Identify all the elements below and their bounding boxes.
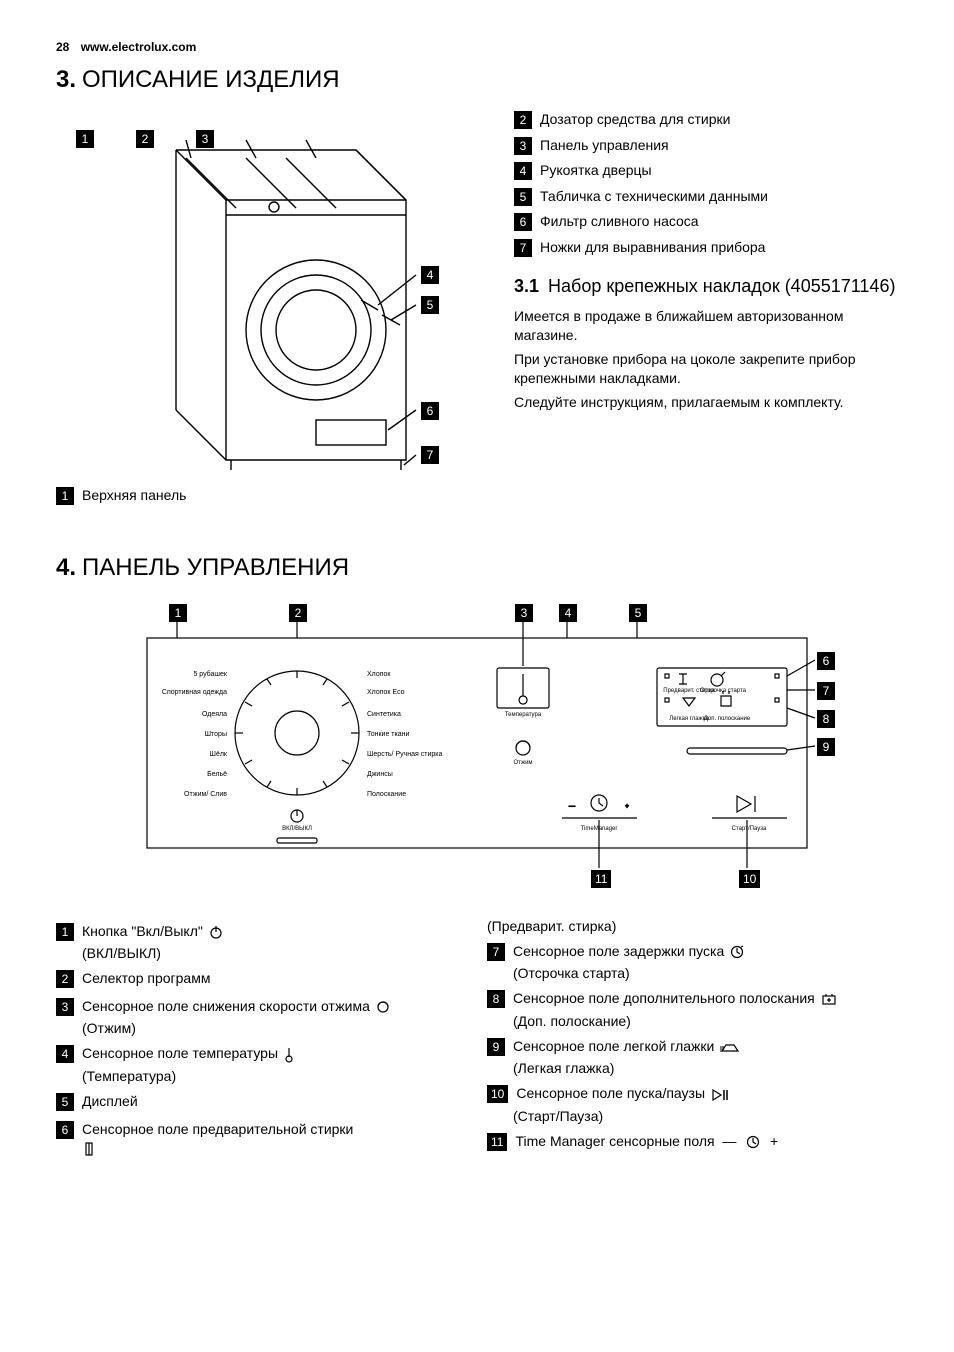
callout-5: 5 [421,296,439,314]
page-number: 28 [56,40,69,54]
svg-text:Тонкие ткани: Тонкие ткани [367,731,409,738]
svg-text:Полоскание: Полоскание [367,791,406,798]
svg-text:Хлопок: Хлопок [367,671,391,678]
legend-item: 5Дисплей [56,1092,467,1112]
time-manager-icon [746,1135,760,1149]
panel-callout-5: 5 [629,604,647,622]
legend-item: 9 Сенсорное поле легкой глажки [487,1037,898,1057]
easy-iron-icon [720,1041,740,1053]
panel-legend-right: (Предварит. стирка) 7 Сенсорное поле зад… [487,922,898,1167]
legend-item: 11 Time Manager сенсорные поля — + [487,1132,898,1152]
panel-callout-11: 11 [591,870,611,888]
subsection-3-1-title: 3.1 Набор крепежных накладок (4055171146… [514,276,898,297]
thermometer-icon [284,1047,294,1063]
page-header: 28 www.electrolux.com [56,40,898,54]
svg-text:Шёлк: Шёлк [210,751,228,758]
legend-item: 8 Сенсорное поле дополнительного полоска… [487,989,898,1009]
callout-3: 3 [196,130,214,148]
legend-item: 1 Верхняя панель [56,486,486,506]
callout-6: 6 [421,402,439,420]
svg-text:—: — [569,804,575,810]
svg-text:Синтетика: Синтетика [367,711,401,718]
legend-item: 2Дозатор средства для стирки [514,110,898,130]
legend-item: 3Панель управления [514,136,898,156]
svg-text:Отсрочка старта: Отсрочка старта [700,688,747,694]
svg-text:Спортивная одежда: Спортивная одежда [162,689,227,696]
panel-callout-8: 8 [817,710,835,728]
legend-item: 4 Сенсорное поле температуры [56,1044,467,1064]
legend-item: 7 Сенсорное поле задержки пуска [487,942,898,962]
section-4-title: 4.ПАНЕЛЬ УПРАВЛЕНИЯ [56,554,898,582]
legend-item: 3 Сенсорное поле снижения скорости отжим… [56,997,467,1017]
legend-item: 5Табличка с техническими данными [514,187,898,207]
svg-text:Доп. полоскание: Доп. полоскание [704,716,751,722]
svg-text:TimeManager: TimeManager [581,826,618,832]
callout-7: 7 [421,446,439,464]
callout-1: 1 [76,130,94,148]
panel-callout-1: 1 [169,604,187,622]
legend-item: 2Селектор программ [56,969,467,989]
svg-text:Отжим: Отжим [513,760,532,766]
paragraph: Имеется в продаже в ближайшем авторизова… [514,307,898,346]
svg-text:Отжим/ Слив: Отжим/ Слив [184,791,227,798]
legend-item: 1 Кнопка "Вкл/Выкл" [56,922,467,942]
svg-text:Хлопок Eco: Хлопок Eco [367,689,405,696]
legend-item: 6 Сенсорное поле предварительной стирки [56,1120,467,1159]
legend-item: 4Рукоятка дверцы [514,161,898,181]
panel-callout-9: 9 [817,738,835,756]
section3-legend: 2Дозатор средства для стирки 3Панель упр… [514,110,898,258]
svg-text:Температура: Температура [505,712,542,718]
svg-text:ВКЛ/ВЫКЛ: ВКЛ/ВЫКЛ [282,826,312,832]
start-pause-icon [711,1088,729,1102]
paragraph: При установке прибора на цоколе закрепит… [514,350,898,389]
legend-item: 6Фильтр сливного насоса [514,212,898,232]
prewash-icon [82,1141,96,1157]
svg-text:Бельё: Бельё [207,771,227,778]
section-3-title: 3.ОПИСАНИЕ ИЗДЕЛИЯ [56,66,898,94]
legend-item: 10 Сенсорное поле пуска/паузы [487,1084,898,1104]
panel-callout-6: 6 [817,652,835,670]
svg-text:Старт/Пауза: Старт/Пауза [732,826,767,832]
svg-text:Джинсы: Джинсы [367,771,393,778]
callout-4: 4 [421,266,439,284]
svg-text:Одеяла: Одеяла [202,711,227,718]
legend-item: 7Ножки для выравнивания прибора [514,238,898,258]
power-icon [209,925,223,939]
svg-text:+: + [625,804,629,810]
paragraph: Следуйте инструкциям, прилагаемым к комп… [514,393,898,413]
product-diagram: 1 2 3 4 5 6 7 [56,110,486,480]
svg-text:5 рубашек: 5 рубашек [193,670,227,678]
delay-icon [730,945,744,959]
panel-callout-2: 2 [289,604,307,622]
svg-text:Шторы: Шторы [205,731,227,738]
site-url: www.electrolux.com [81,40,197,54]
callout-2: 2 [136,130,154,148]
panel-callout-3: 3 [515,604,533,622]
panel-legend-left: 1 Кнопка "Вкл/Выкл" (ВКЛ/ВЫКЛ) 2Селектор… [56,922,467,1167]
extra-rinse-icon [821,992,837,1006]
svg-text:Шерсть/ Ручная стирка: Шерсть/ Ручная стирка [367,751,442,758]
spin-icon [376,1000,390,1014]
panel-callout-7: 7 [817,682,835,700]
panel-callout-4: 4 [559,604,577,622]
panel-callout-10: 10 [739,870,760,888]
control-panel-diagram: — + 5 рубашек Спортивная [127,598,827,898]
